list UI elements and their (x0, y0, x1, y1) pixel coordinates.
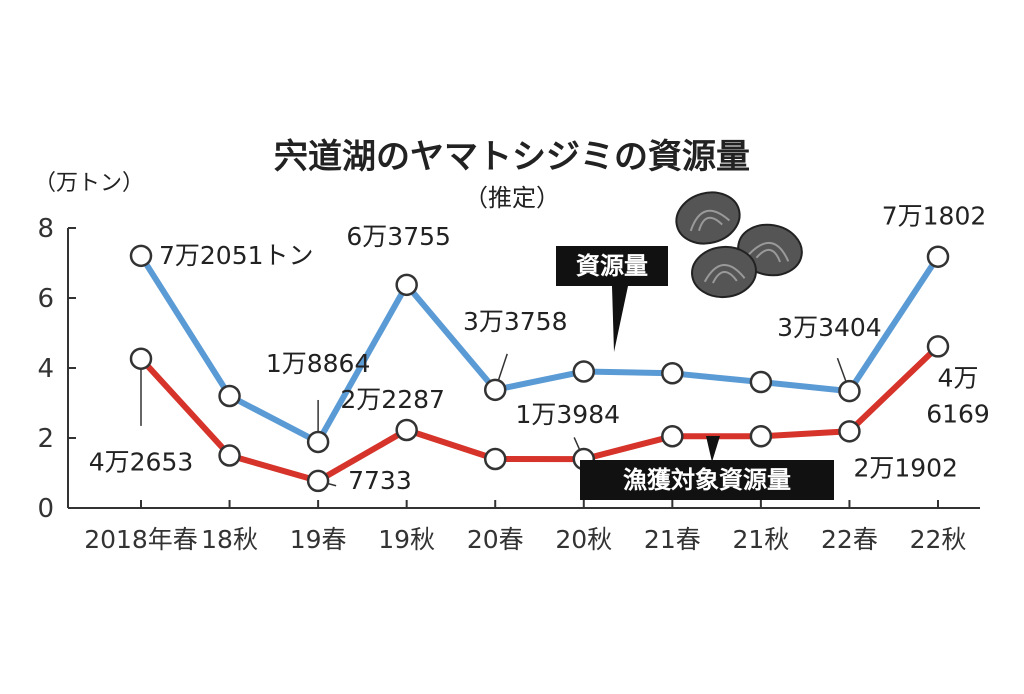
series-line-1 (138, 252, 941, 445)
data-label: 7万2051トン (159, 241, 314, 270)
legend-pointer (612, 286, 628, 352)
data-point (838, 420, 861, 443)
x-tick-label: 19春 (290, 525, 347, 554)
data-label: 2万2287 (340, 385, 445, 414)
data-point (306, 430, 330, 454)
data-point (218, 444, 241, 467)
data-label: 2万1902 (853, 453, 958, 482)
data-point (661, 362, 684, 385)
series-lines (138, 252, 941, 484)
series-line-2 (138, 343, 941, 484)
data-point (483, 378, 507, 402)
data-label: 7733 (348, 466, 412, 495)
data-point (572, 360, 596, 383)
data-point (218, 384, 241, 408)
y-axis-ticks: 0 2 4 6 8 (37, 214, 76, 524)
x-tick-label: 19秋 (378, 525, 435, 554)
x-tick-label: 22秋 (910, 525, 967, 554)
data-point (306, 469, 330, 493)
data-point (395, 418, 418, 442)
data-label: 6万3755 (346, 222, 451, 251)
data-point (749, 425, 773, 448)
data-label: 3万3404 (777, 313, 882, 342)
data-point (661, 425, 684, 448)
x-tick-label: 2018年春 (84, 525, 198, 554)
y-tick-label: 8 (37, 214, 54, 244)
data-label: 1万8864 (266, 349, 371, 378)
x-axis-ticks: 2018年春 18秋 19春 19秋 20春 20秋 21春 21秋 22春 22秋 (84, 500, 966, 554)
x-tick-label: 21春 (644, 525, 701, 554)
clam-shell-icon (691, 245, 757, 299)
data-label: 1万3984 (516, 400, 621, 429)
clam-shell-icon (675, 191, 741, 245)
y-tick-label: 0 (37, 494, 54, 524)
legend-series-2: 漁獲対象資源量 (580, 436, 834, 500)
legend-box (580, 460, 834, 500)
data-point (926, 245, 950, 268)
y-tick-label: 4 (37, 354, 54, 384)
legend-series-1: 資源量 (556, 246, 668, 352)
data-point (483, 447, 507, 471)
chart-title: 宍道湖のヤマトシジミの資源量 (274, 137, 750, 177)
clam-illustration (675, 191, 803, 299)
data-label: 7万1802 (882, 202, 987, 231)
data-label: 4万2653 (89, 448, 194, 477)
x-tick-label: 18秋 (201, 525, 258, 554)
x-tick-label: 21秋 (732, 525, 789, 554)
chart-subtitle: （推定） (464, 184, 560, 212)
data-labels: 7万2051トン 1万8864 6万3755 3万3758 3万3404 7万1802 4万… (89, 202, 990, 495)
data-label: 3万3758 (463, 307, 568, 336)
x-tick-label: 20秋 (555, 525, 612, 554)
legend-box (556, 246, 668, 286)
legend-label-catchable: 漁獲対象資源量 (623, 466, 791, 494)
x-tick-label: 20春 (467, 525, 524, 554)
data-point (749, 370, 773, 394)
axes (67, 228, 980, 509)
data-label: 4万 (938, 363, 979, 392)
data-point (129, 347, 153, 370)
data-point (926, 335, 950, 358)
y-tick-label: 6 (37, 284, 54, 314)
data-point (129, 244, 153, 268)
legend-label-resource: 資源量 (576, 252, 648, 280)
y-unit-label: （万トン） (34, 171, 144, 196)
series-points (129, 244, 950, 493)
x-tick-label: 22春 (821, 525, 878, 554)
data-point (395, 273, 418, 297)
y-tick-label: 2 (37, 424, 54, 454)
data-label: 6169 (926, 399, 990, 428)
data-point (838, 379, 861, 403)
legend-pointer (706, 436, 720, 462)
